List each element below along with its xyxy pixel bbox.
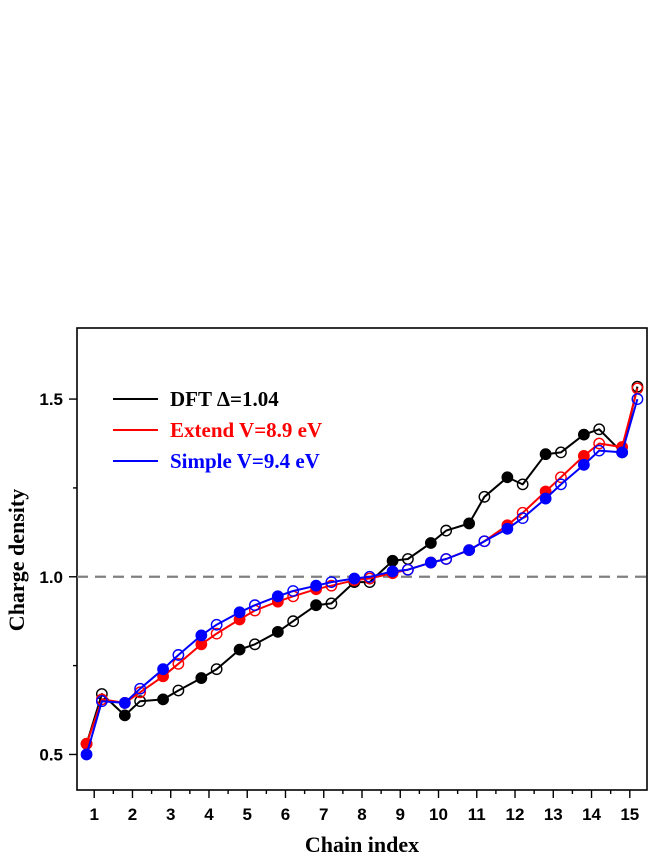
data-point-s3-21 <box>463 544 476 557</box>
x-tick-label-12: 12 <box>506 805 525 824</box>
x-tick-label-6: 6 <box>281 805 290 824</box>
legend-label-2: Extend V=8.9 eV <box>170 418 322 442</box>
x-tick-label-14: 14 <box>582 805 601 824</box>
x-tick-label-13: 13 <box>544 805 563 824</box>
data-point-s3-23 <box>501 522 514 535</box>
y-axis-title: Charge density <box>4 489 29 631</box>
data-point-s3-7 <box>195 629 208 642</box>
data-point-s3-5 <box>157 663 169 676</box>
data-point-s1-26 <box>555 446 567 459</box>
data-point-s3-2 <box>95 695 108 708</box>
data-point-s1-24 <box>516 478 529 491</box>
data-point-s1-3 <box>118 709 131 722</box>
data-point-s3-22 <box>478 535 491 548</box>
data-point-s3-10 <box>248 599 261 612</box>
x-axis-title: Chain index <box>305 832 419 857</box>
data-point-s1-22 <box>478 490 491 503</box>
data-point-s1-28 <box>593 423 606 436</box>
data-point-s2-8 <box>210 627 223 640</box>
data-point-s3-24 <box>516 512 529 525</box>
data-point-s1-19 <box>424 537 437 549</box>
x-tick-label-5: 5 <box>243 805 252 824</box>
data-point-s3-13 <box>310 579 322 592</box>
data-point-s1-6 <box>172 684 185 697</box>
data-point-s3-20 <box>440 553 453 565</box>
x-tick-label-8: 8 <box>357 805 366 824</box>
data-point-s3-15 <box>348 572 361 585</box>
data-point-s3-17 <box>386 565 399 578</box>
data-point-s2-28 <box>593 437 606 450</box>
x-tick-label-2: 2 <box>128 805 137 824</box>
data-point-s2-14 <box>325 579 338 592</box>
data-point-s1-17 <box>386 554 399 567</box>
y-tick-label-1: 1.0 <box>39 568 63 587</box>
data-point-s3-28 <box>593 444 606 457</box>
data-point-s1-11 <box>271 625 284 638</box>
legend-label-3: Simple V=9.4 eV <box>170 449 320 473</box>
data-point-s1-12 <box>287 615 300 628</box>
data-point-s3-16 <box>363 570 376 583</box>
data-point-s3-18 <box>402 563 414 576</box>
data-point-s1-8 <box>210 663 223 676</box>
x-tick-label-1: 1 <box>89 805 98 824</box>
data-point-s3-12 <box>287 585 300 597</box>
data-point-s1-21 <box>463 517 476 530</box>
data-point-s3-6 <box>172 649 185 661</box>
y-tick-label-0.5: 0.5 <box>39 745 63 764</box>
data-point-s3-9 <box>233 606 246 619</box>
x-tick-label-10: 10 <box>429 805 448 824</box>
data-point-s3-14 <box>325 576 338 588</box>
data-point-s3-4 <box>134 682 147 695</box>
data-point-s3-11 <box>271 590 284 603</box>
data-point-s1-25 <box>539 448 552 461</box>
x-tick-label-7: 7 <box>319 805 328 824</box>
data-point-s3-30 <box>631 393 644 405</box>
x-tick-label-15: 15 <box>620 805 639 824</box>
data-point-s1-5 <box>157 693 169 706</box>
data-point-s2-6 <box>172 657 185 670</box>
x-tick-label-4: 4 <box>204 805 214 824</box>
data-point-s3-8 <box>210 618 223 631</box>
data-point-s3-3 <box>118 697 131 709</box>
data-point-s1-10 <box>248 638 261 651</box>
data-point-s1-14 <box>325 597 338 610</box>
plot-frame <box>76 327 648 791</box>
data-point-s1-23 <box>501 471 514 484</box>
data-point-s2-26 <box>555 471 567 484</box>
data-point-s1-7 <box>195 672 208 684</box>
data-point-s3-29 <box>616 446 629 459</box>
data-point-s1-27 <box>577 428 590 441</box>
x-tick-label-11: 11 <box>468 805 486 824</box>
data-point-s1-20 <box>440 524 453 537</box>
data-point-s1-9 <box>233 643 246 656</box>
data-point-s1-13 <box>310 599 322 612</box>
legend-label-1: DFT Δ=1.04 <box>170 387 279 411</box>
x-tick-label-9: 9 <box>396 805 405 824</box>
x-tick-label-3: 3 <box>166 805 175 824</box>
data-point-s3-27 <box>577 458 590 471</box>
y-tick-label-1.5: 1.5 <box>39 390 63 409</box>
data-point-s1-4 <box>134 695 147 708</box>
data-point-s3-19 <box>424 556 437 569</box>
data-point-s3-26 <box>555 478 567 491</box>
data-point-s3-1 <box>80 748 93 761</box>
data-point-s3-25 <box>539 492 552 505</box>
